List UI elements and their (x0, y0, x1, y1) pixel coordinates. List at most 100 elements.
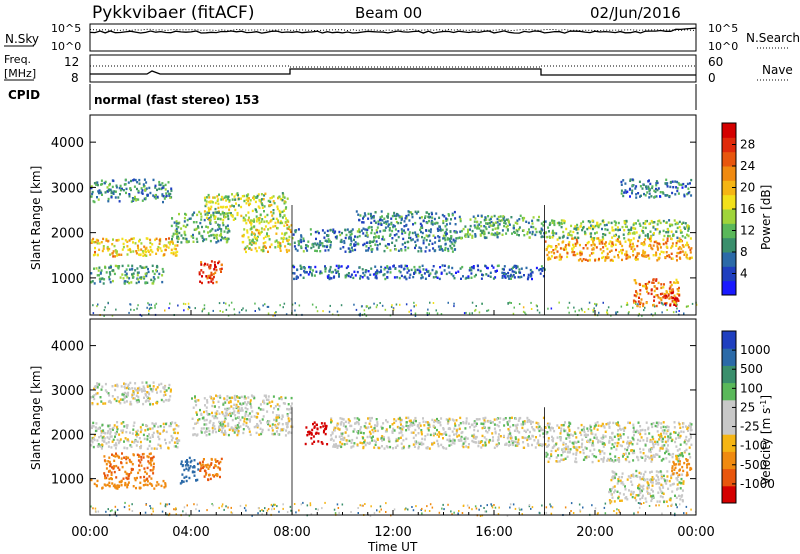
range-cell (462, 421, 465, 425)
range-cell (101, 385, 104, 388)
range-cell (286, 407, 289, 411)
range-cell (657, 257, 660, 261)
range-cell (685, 185, 687, 188)
range-cell (331, 432, 334, 435)
range-cell (141, 199, 144, 202)
range-cell (553, 231, 556, 235)
range-cell (265, 246, 267, 249)
range-cell (645, 284, 647, 288)
range-cell (383, 238, 386, 241)
range-cell (121, 398, 124, 401)
range-cell (497, 224, 500, 227)
range-cell (622, 179, 625, 182)
range-cell (312, 422, 314, 426)
range-cell (262, 242, 265, 245)
range-cell (329, 268, 332, 271)
range-cell (146, 480, 149, 483)
range-cell (150, 388, 153, 391)
range-cell (441, 249, 444, 252)
range-cell (381, 235, 384, 238)
range-cell (583, 311, 586, 313)
range-cell (446, 238, 449, 241)
range-cell (246, 231, 249, 234)
range-cell (116, 428, 119, 431)
range-cell (210, 200, 213, 203)
range-cell (511, 270, 514, 273)
range-cell (666, 254, 669, 258)
range-cell (142, 452, 145, 456)
range-cell (132, 179, 135, 182)
range-cell (653, 299, 655, 302)
range-cell (414, 315, 417, 317)
range-cell (136, 440, 139, 443)
range-cell (266, 410, 269, 413)
range-cell (207, 274, 210, 278)
range-cell (479, 269, 482, 273)
range-cell (299, 238, 302, 241)
range-cell (481, 273, 483, 276)
range-cell (112, 438, 115, 441)
range-cell (122, 277, 125, 280)
range-cell (171, 241, 174, 245)
range-cell (622, 440, 625, 444)
range-cell (630, 226, 633, 229)
range-cell (496, 217, 499, 221)
range-cell (644, 234, 647, 237)
range-cell (123, 401, 126, 404)
range-cell (442, 437, 444, 440)
range-cell (143, 437, 146, 441)
range-cell (153, 277, 156, 281)
range-cell (253, 396, 256, 400)
range-cell (214, 464, 217, 468)
range-cell (240, 403, 243, 407)
range-cell (652, 254, 655, 257)
y-tick-label: 4000 (51, 136, 84, 151)
range-cell (281, 192, 284, 195)
range-cell (606, 311, 608, 314)
range-cell (676, 307, 678, 310)
range-cell (200, 464, 203, 467)
range-cell (450, 443, 453, 446)
range-cell (653, 232, 655, 235)
range-cell (339, 247, 342, 250)
range-cell (286, 250, 289, 254)
range-cell (497, 442, 500, 445)
range-cell (101, 486, 104, 489)
range-cell (152, 280, 155, 283)
range-cell (314, 249, 317, 252)
range-cell (230, 414, 232, 418)
range-cell (132, 272, 135, 275)
range-cell (451, 418, 454, 421)
range-cell (439, 227, 442, 231)
range-cell (660, 286, 663, 290)
range-cell (130, 200, 133, 203)
range-cell (490, 233, 493, 236)
range-cell (598, 242, 601, 245)
range-cell (128, 311, 130, 314)
range-cell (119, 193, 121, 196)
range-cell (125, 457, 128, 461)
range-cell (270, 203, 273, 207)
range-cell (149, 459, 152, 462)
range-cell (145, 187, 148, 190)
range-cell (107, 424, 110, 428)
range-cell (152, 462, 155, 465)
range-cell (403, 220, 406, 223)
range-cell (608, 250, 611, 253)
range-cell (242, 423, 245, 426)
range-cell (526, 277, 529, 281)
range-cell (367, 249, 370, 252)
range-cell (458, 427, 461, 430)
range-cell (370, 240, 373, 244)
range-cell (535, 304, 538, 307)
range-cell (379, 216, 382, 219)
range-cell (541, 269, 544, 272)
range-cell (351, 246, 353, 249)
range-cell (591, 227, 594, 231)
range-cell (307, 240, 310, 243)
range-cell (485, 222, 487, 225)
range-cell (618, 460, 621, 463)
range-cell (503, 272, 506, 276)
range-cell (643, 255, 646, 258)
range-cell (648, 188, 651, 191)
